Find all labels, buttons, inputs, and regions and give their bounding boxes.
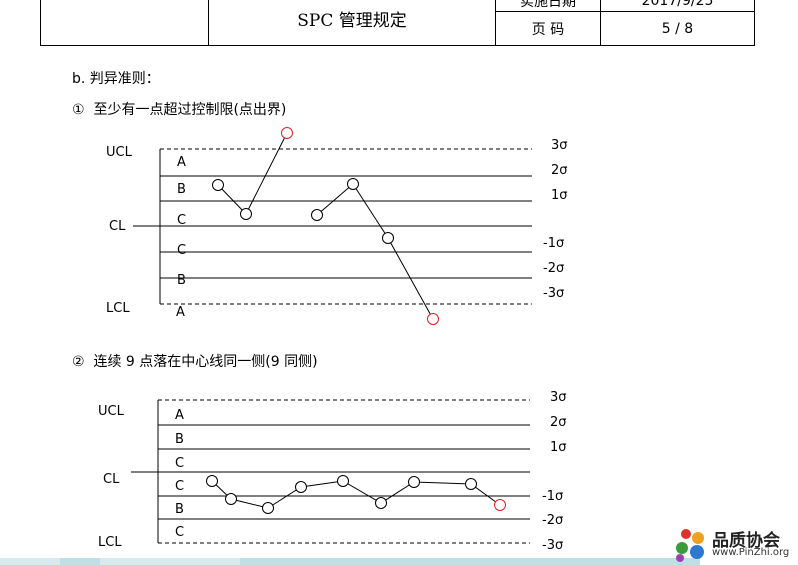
chart1-sigma-minus-1: -1σ [543,236,564,251]
bottom-strip-segment [240,558,700,565]
rule-1-title: ① 至少有一点超过控制限(点出界) [72,102,287,118]
bottom-strip-segment [60,558,100,565]
chart1-out-of-control-point [281,127,293,139]
chart1-point [347,178,359,190]
header-blank-cell [40,0,209,46]
chart2-point [295,481,307,493]
chart1-zone-a-lower: A [176,305,185,320]
logo-url[interactable]: www.PinZhi.org [712,547,790,558]
section-heading: b. 判异准则： [72,71,160,87]
chart2-point [408,476,420,488]
chart1-cl-label: CL [109,219,126,234]
chart1-point [212,179,224,191]
chart2-sigma-minus-3: -3σ [542,538,563,553]
chart2-zone-c-upper: C [175,456,184,471]
chart2-point [262,502,274,514]
chart1-sigma-minus-2: -2σ [543,261,564,276]
chart1-point [240,208,252,220]
chart1-sigma-1: 1σ [551,188,568,203]
chart1-zone-b-upper: B [177,182,186,197]
pinzhi-logo-icon [676,529,704,562]
chart1-zone-c-upper: C [177,213,186,228]
chart2-point [337,475,349,487]
chart2-sigma-1: 1σ [550,440,567,455]
chart2-zone-b-upper: B [175,432,184,447]
pinzhi-watermark-logo: 品质协会 www.PinZhi.org [672,524,798,565]
chart1-zone-c-lower: C [177,243,186,258]
bottom-decor-strip [0,558,700,565]
chart2-point [225,493,237,505]
page-number: 5 / 8 [600,11,755,46]
chart1-zone-a-upper: A [177,155,186,170]
chart1-point [311,209,323,221]
chart2-cl-label: CL [103,472,120,487]
chart2-sigma-minus-2: -2σ [542,513,563,528]
chart2-ucl-label: UCL [98,404,125,419]
document-header: SPC 管理规定 实施日期 2017/9/25 页 码 5 / 8 [40,0,755,46]
chart2-zone-a-upper: A [175,408,184,423]
logo-name: 品质协会 [712,531,780,551]
chart2-zone-c-lower: C [175,479,184,494]
chart2-lcl-label: LCL [98,535,122,550]
chart2-point [206,475,218,487]
chart1-zone-b-lower: B [177,273,186,288]
chart1-ucl-label: UCL [106,145,133,160]
chart1-lcl-label: LCL [106,301,130,316]
chart1-point [382,232,394,244]
chart1-out-of-control-point [427,313,439,325]
document-title: SPC 管理规定 [208,0,496,46]
chart1-series-segment-2 [316,183,434,320]
chart2-zone-b-lower: B [175,502,184,517]
chart2-point [465,478,477,490]
chart2-sigma-minus-1: -1σ [542,489,563,504]
chart1-sigma-minus-3: -3σ [543,286,564,301]
chart2-zone-c-bottom: C [175,525,184,540]
page-label: 页 码 [495,11,601,46]
chart1-sigma-2: 2σ [551,163,568,178]
chart2-sigma-3: 3σ [550,390,567,405]
chart1-series-segment-1 [217,132,288,215]
chart1-sigma-3: 3σ [551,138,568,153]
chart2-ninth-same-side-point [494,499,506,511]
chart2-point [375,497,387,509]
chart2-sigma-2: 2σ [550,415,567,430]
chart2-series-line [211,480,501,509]
rule-2-title: ② 连续 9 点落在中心线同一侧(9 同侧) [72,354,318,370]
